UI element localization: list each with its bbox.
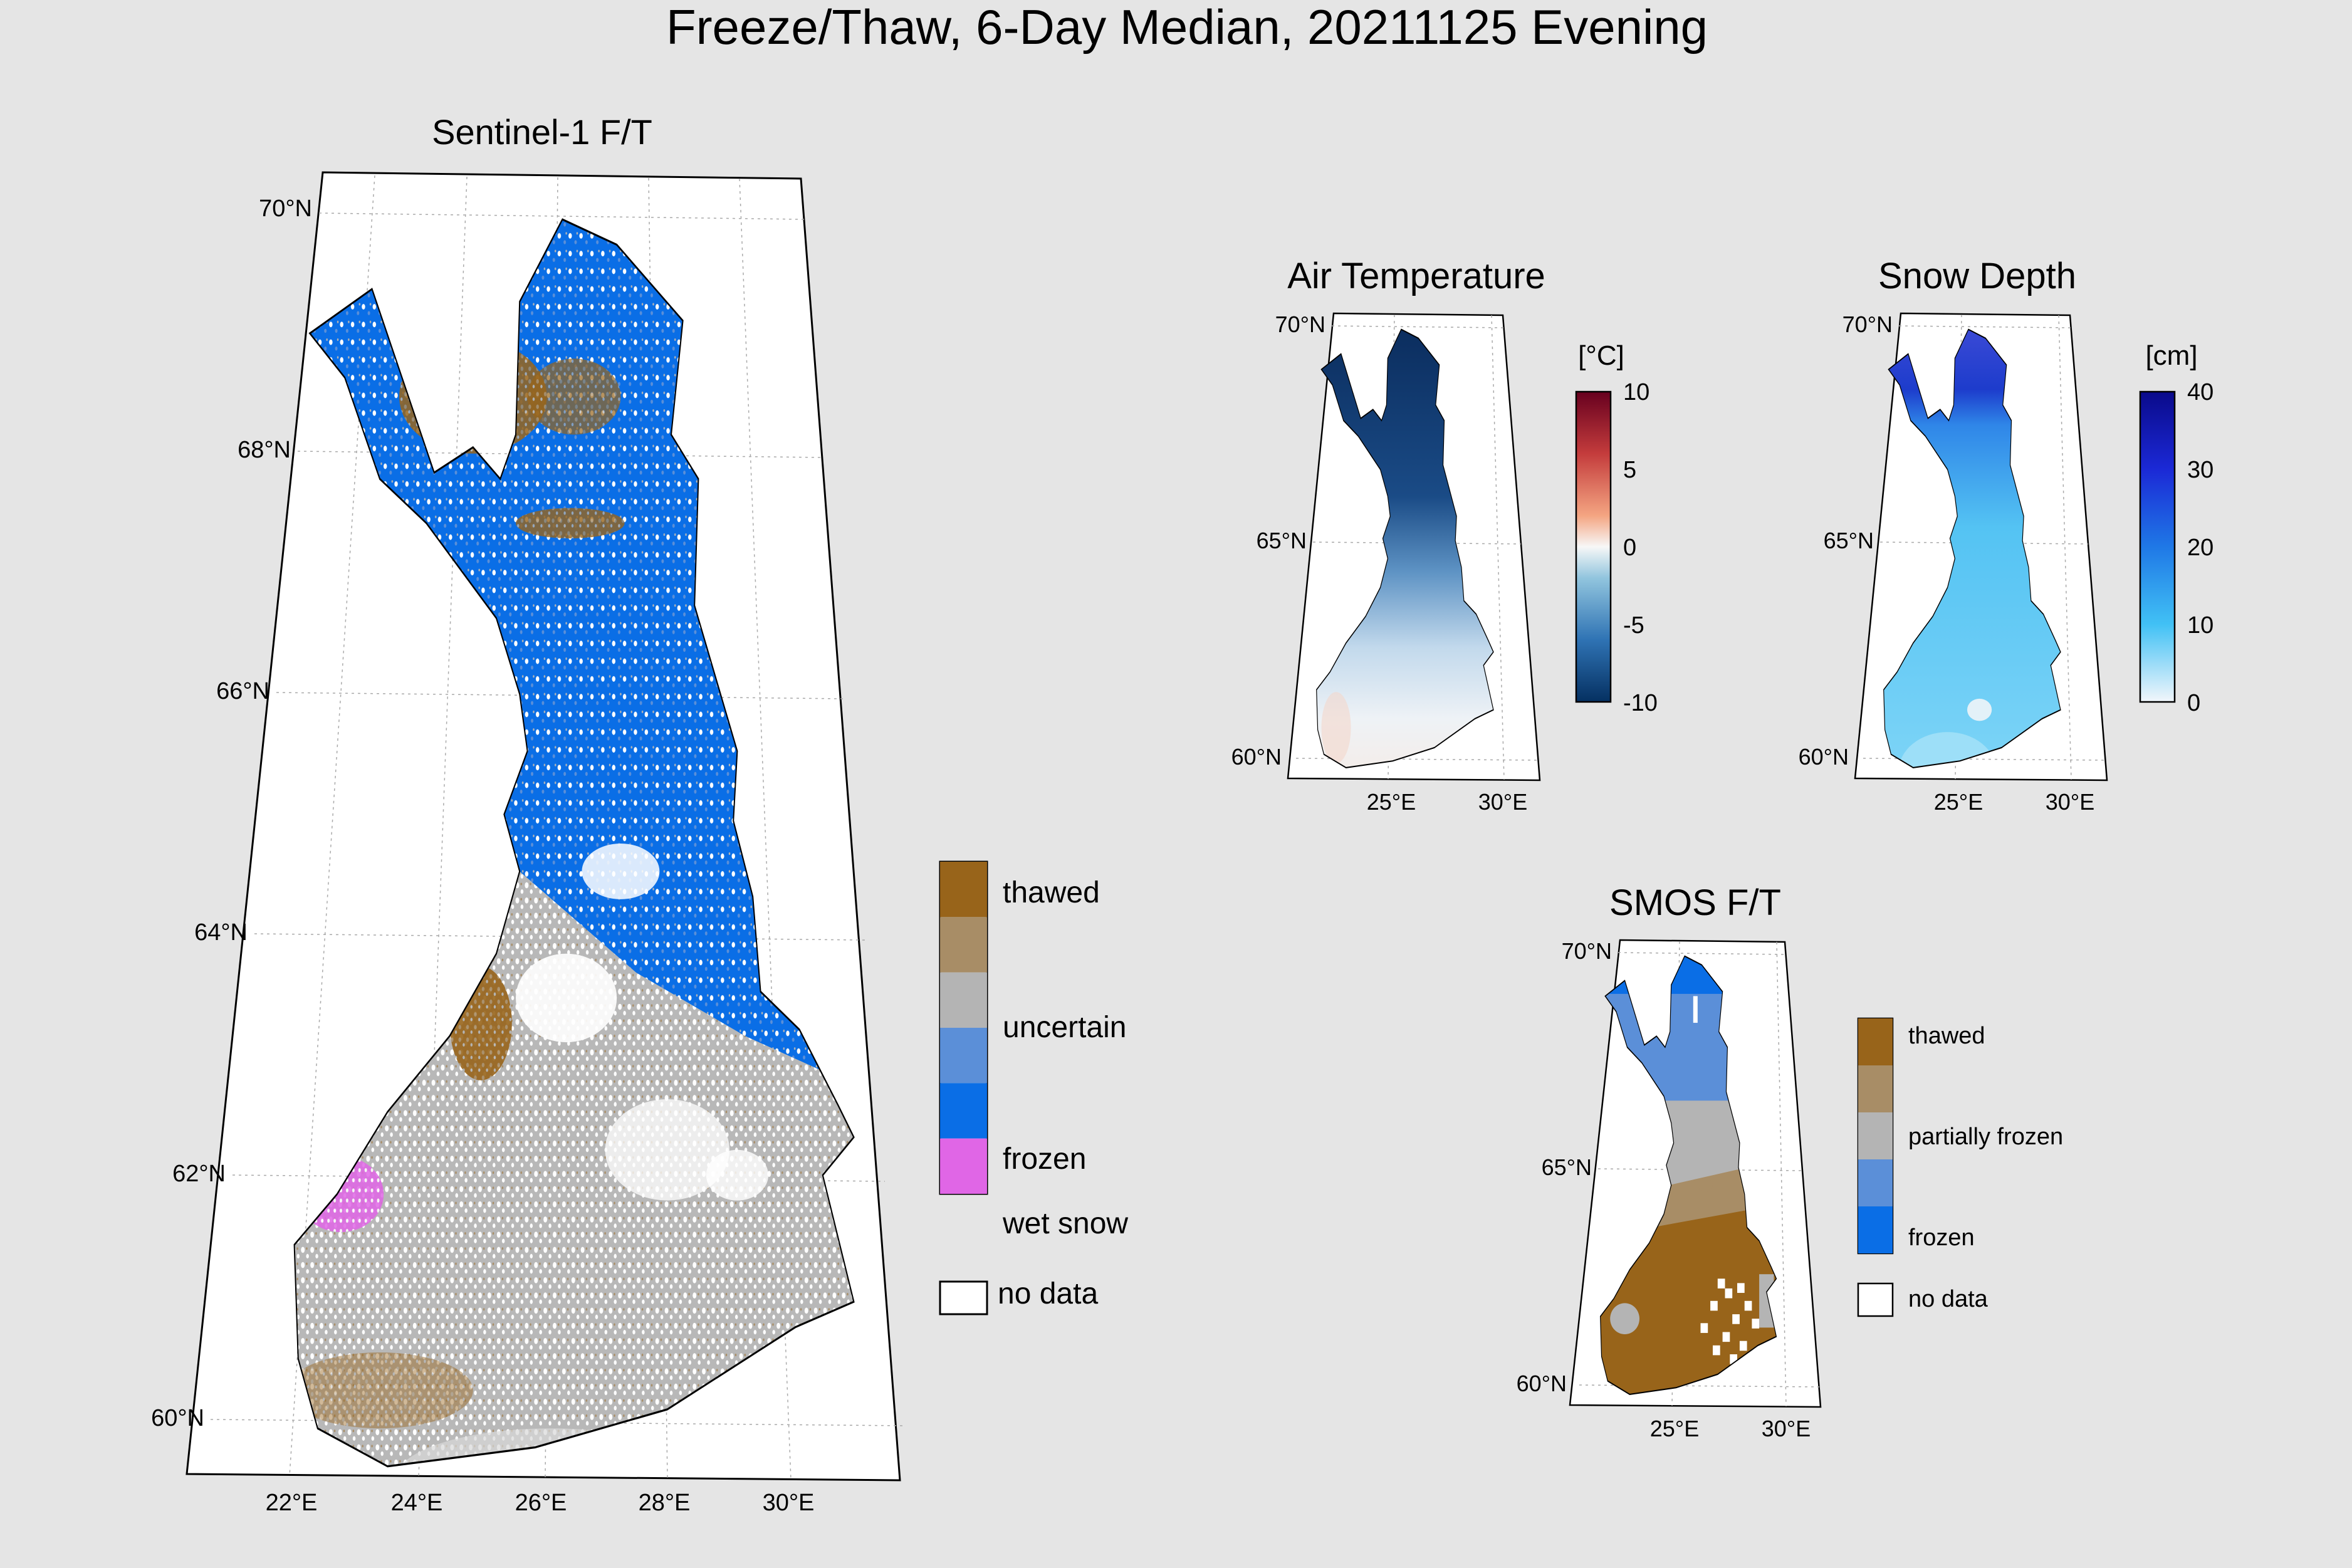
legend-swatch: [940, 917, 987, 973]
snow-depth-colorbar: [2139, 390, 2176, 703]
lon-label: 25°E: [1650, 1416, 1699, 1441]
snow-depth-lon-labels: 25°E 30°E: [1934, 789, 2094, 815]
legend-swatch: [1858, 1206, 1893, 1253]
lon-label: 25°E: [1367, 789, 1416, 815]
colorbar-tick: 20: [2187, 535, 2213, 561]
colorbar-tick: 5: [1623, 457, 1636, 483]
smos-legend-swatches: [1858, 1018, 1893, 1253]
lon-label: 28°E: [639, 1490, 691, 1516]
air-temperature-colorbar: [1575, 390, 1612, 703]
snow-depth-unit: [cm]: [2145, 340, 2197, 371]
legend-swatch: [1858, 1018, 1893, 1065]
legend-swatch: [1858, 1159, 1893, 1206]
lat-label: 60°N: [1517, 1371, 1567, 1396]
lat-label: 70°N: [1842, 311, 1893, 337]
legend-label-partially-frozen: partially frozen: [1908, 1124, 2063, 1150]
legend-swatch: [940, 862, 987, 917]
legend-swatch: [940, 1083, 987, 1139]
sentinel-title: Sentinel-1 F/T: [432, 112, 652, 152]
smos-title: SMOS F/T: [1609, 882, 1781, 923]
sentinel-lon-labels: 22°E 24°E 26°E 28°E 30°E: [266, 1490, 815, 1516]
lon-label: 24°E: [391, 1490, 443, 1516]
legend-label-no-data: no data: [998, 1277, 1098, 1310]
smos-lat-labels: 70°N 65°N 60°N: [1517, 938, 1612, 1396]
lon-label: 30°E: [2046, 789, 2094, 815]
colorbar-tick: 30: [2187, 457, 2213, 483]
air-temperature-panel: Air Temperature 70°N 65°N 60°N 25°E 30°E…: [1231, 256, 1658, 815]
smos-panel: SMOS F/T: [1517, 882, 1822, 1441]
colorbar-tick: 10: [2187, 612, 2213, 639]
sentinel-legend: thawed uncertain frozen wet snow no data: [939, 860, 1128, 1315]
snow-depth-lat-labels: 70°N 65°N 60°N: [1799, 311, 1893, 770]
legend-swatch: [1858, 1065, 1893, 1112]
legend-swatch-no-data: [1857, 1282, 1894, 1317]
lat-label: 66°N: [216, 678, 269, 704]
air-temperature-title: Air Temperature: [1287, 256, 1545, 296]
smos-legend: thawed partially frozen frozen no data: [1857, 1017, 2063, 1317]
lat-label: 68°N: [238, 437, 291, 463]
figure-title: Freeze/Thaw, 6-Day Median, 20211125 Even…: [666, 0, 1708, 55]
smos-lon-labels: 25°E 30°E: [1650, 1416, 1811, 1441]
air-temperature-unit: [°C]: [1578, 340, 1624, 371]
legend-swatch: [1858, 1112, 1893, 1159]
legend-label-frozen: frozen: [1003, 1142, 1086, 1176]
air-temperature-lon-labels: 25°E 30°E: [1367, 789, 1527, 815]
legend-label-no-data: no data: [1908, 1286, 1989, 1312]
lat-label: 60°N: [1799, 744, 1849, 770]
legend-label-thawed: thawed: [1003, 876, 1100, 909]
lat-label: 65°N: [1257, 528, 1307, 553]
lat-label: 60°N: [151, 1405, 204, 1431]
lat-label: 60°N: [1231, 744, 1282, 770]
lon-label: 30°E: [1762, 1416, 1811, 1441]
lon-label: 30°E: [1478, 789, 1527, 815]
colorbar-tick: 40: [2187, 379, 2213, 405]
lat-label: 70°N: [259, 196, 312, 222]
lon-label: 30°E: [763, 1490, 815, 1516]
legend-swatch: [940, 972, 987, 1028]
snow-depth-panel: Snow Depth 70°N 65°N 60°N 25°E 30°E [c: [1799, 256, 2214, 815]
lat-label: 65°N: [1542, 1154, 1592, 1180]
lat-label: 62°N: [172, 1161, 226, 1187]
lat-label: 64°N: [194, 919, 248, 946]
sentinel-lat-labels: 70°N 68°N 66°N 64°N 62°N 60°N: [151, 196, 312, 1431]
lon-label: 22°E: [266, 1490, 318, 1516]
air-temperature-lat-labels: 70°N 65°N 60°N: [1231, 311, 1325, 770]
lat-label: 65°N: [1824, 528, 1874, 553]
snow-depth-colorbar-ticks: 40 30 20 10 0: [2187, 379, 2213, 716]
legend-swatch-no-data: [939, 1280, 988, 1315]
colorbar-tick: 10: [1623, 379, 1649, 405]
colorbar-tick: 0: [1623, 535, 1636, 561]
snow-depth-title: Snow Depth: [1878, 256, 2076, 296]
sentinel-legend-swatches: [940, 862, 987, 1194]
lat-label: 70°N: [1275, 311, 1325, 337]
legend-swatch: [940, 1027, 987, 1084]
legend-label-wet-snow: wet snow: [1002, 1207, 1128, 1240]
lon-label: 26°E: [515, 1490, 567, 1516]
legend-swatch: [940, 1138, 987, 1194]
legend-label-thawed: thawed: [1908, 1023, 1985, 1049]
legend-label-uncertain: uncertain: [1003, 1011, 1126, 1044]
sentinel-panel: Sentinel-1 F/T: [151, 112, 906, 1516]
lat-label: 70°N: [1562, 938, 1612, 964]
colorbar-tick: -10: [1623, 690, 1658, 716]
colorbar-tick: -5: [1623, 612, 1644, 639]
air-temperature-colorbar-ticks: 10 5 0 -5 -10: [1623, 379, 1658, 716]
legend-label-frozen: frozen: [1908, 1225, 1975, 1251]
colorbar-tick: 0: [2187, 690, 2200, 716]
lon-label: 25°E: [1934, 789, 1983, 815]
